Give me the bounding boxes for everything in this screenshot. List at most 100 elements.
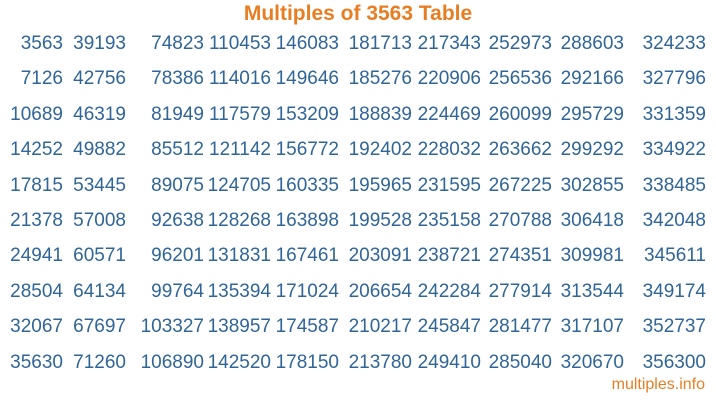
multiple-value: 167461 <box>275 245 339 267</box>
multiple-value: 78386 <box>151 68 204 90</box>
multiple-value: 324233 <box>642 33 706 54</box>
multiple-value: 309981 <box>560 245 624 267</box>
multiple-value: 199528 <box>348 209 412 231</box>
multiple-value: 106890 <box>140 351 204 373</box>
multiple-value: 35630 <box>10 351 63 373</box>
multiple-value: 128268 <box>207 209 271 231</box>
multiple-value: 345611 <box>644 245 706 267</box>
multiple-value: 24941 <box>10 245 63 267</box>
multiple-value: 53445 <box>73 174 126 196</box>
multiple-value: 117579 <box>209 103 271 125</box>
multiples-table: 3563 39193 74823 110453 146083 181713 217343 25… <box>0 26 716 380</box>
multiple-value: 217343 <box>417 33 481 54</box>
multiple-value: 352737 <box>642 316 706 338</box>
multiple-value: 110453 <box>209 33 271 54</box>
multiple-value: 57008 <box>73 209 126 231</box>
multiple-value: 46319 <box>73 103 126 125</box>
multiple-value: 224469 <box>417 103 481 125</box>
multiple-value: 39193 <box>73 33 126 54</box>
multiple-value: 220906 <box>417 68 481 90</box>
multiple-value: 156772 <box>275 139 339 161</box>
multiple-value: 181713 <box>348 33 412 54</box>
multiple-value: 96201 <box>151 245 204 267</box>
multiple-value: 334922 <box>642 139 706 161</box>
multiple-value: 85512 <box>151 139 204 161</box>
multiple-value: 235158 <box>417 209 481 231</box>
multiple-value: 28504 <box>10 280 63 302</box>
multiple-value: 74823 <box>151 33 204 54</box>
multiple-value: 349174 <box>642 280 706 302</box>
multiple-value: 242284 <box>417 280 481 302</box>
multiple-value: 292166 <box>560 68 624 90</box>
multiple-value: 188839 <box>348 103 412 125</box>
multiple-value: 302855 <box>560 174 624 196</box>
multiple-value: 203091 <box>348 245 412 267</box>
multiple-value: 267225 <box>488 174 552 196</box>
multiple-value: 206654 <box>348 280 412 302</box>
multiple-value: 174587 <box>275 316 339 338</box>
multiple-value: 299292 <box>560 139 624 161</box>
multiple-value: 342048 <box>642 209 706 231</box>
multiple-value: 60571 <box>73 245 126 267</box>
multiple-value: 252973 <box>488 33 552 54</box>
multiple-value: 260099 <box>488 103 552 125</box>
multiple-value: 327796 <box>642 68 706 90</box>
multiple-value: 163898 <box>275 209 339 231</box>
multiple-value: 288603 <box>560 33 624 54</box>
multiple-value: 160335 <box>275 174 339 196</box>
multiple-value: 103327 <box>140 316 204 338</box>
multiple-value: 195965 <box>348 174 412 196</box>
multiple-value: 71260 <box>73 351 126 373</box>
multiple-value: 213780 <box>348 351 412 373</box>
multiple-value: 210217 <box>348 316 412 338</box>
multiple-value: 89075 <box>151 174 204 196</box>
page-title: Multiples of 3563 Table <box>243 2 473 25</box>
multiple-value: 21378 <box>10 209 63 231</box>
multiple-value: 67697 <box>73 316 126 338</box>
multiple-value: 277914 <box>488 280 552 302</box>
multiple-value: 92638 <box>151 209 204 231</box>
multiple-value: 81949 <box>151 103 204 125</box>
multiple-value: 32067 <box>10 316 63 338</box>
multiple-value: 146083 <box>275 33 339 54</box>
multiple-value: 256536 <box>488 68 552 90</box>
multiple-value: 14252 <box>10 139 63 161</box>
multiple-value: 171024 <box>275 280 339 302</box>
multiple-value: 274351 <box>488 245 552 267</box>
multiple-value: 313544 <box>560 280 624 302</box>
multiple-value: 185276 <box>348 68 412 90</box>
multiple-value: 178150 <box>275 351 339 373</box>
multiple-value: 149646 <box>275 68 339 90</box>
multiple-value: 270788 <box>488 209 552 231</box>
multiple-value: 245847 <box>417 316 481 338</box>
multiple-value: 153209 <box>275 103 339 125</box>
multiple-value: 114016 <box>209 68 271 90</box>
multiple-value: 192402 <box>348 139 412 161</box>
multiple-value: 49882 <box>73 139 126 161</box>
multiple-value: 320670 <box>560 351 624 373</box>
multiple-value: 281477 <box>488 316 552 338</box>
multiple-value: 7126 <box>20 68 63 90</box>
multiple-value: 285040 <box>488 351 552 373</box>
multiple-value: 228032 <box>417 139 481 161</box>
multiple-value: 10689 <box>10 103 63 125</box>
multiple-value: 138957 <box>207 316 271 338</box>
multiple-value: 135394 <box>207 280 271 302</box>
site-footer-link[interactable]: multiples.info <box>611 376 705 393</box>
multiple-value: 3563 <box>20 33 63 54</box>
multiple-value: 238721 <box>417 245 481 267</box>
multiple-value: 142520 <box>207 351 271 373</box>
multiple-value: 306418 <box>560 209 624 231</box>
multiple-value: 17815 <box>10 174 63 196</box>
multiple-value: 42756 <box>73 68 126 90</box>
multiple-value: 338485 <box>642 174 706 196</box>
multiple-value: 331359 <box>642 103 706 125</box>
multiple-value: 263662 <box>488 139 552 161</box>
multiple-value: 317107 <box>560 316 624 338</box>
multiple-value: 231595 <box>417 174 481 196</box>
multiple-value: 64134 <box>73 280 126 302</box>
multiple-value: 249410 <box>417 351 481 373</box>
multiple-value: 121142 <box>209 139 271 161</box>
multiple-value: 131831 <box>207 245 271 267</box>
